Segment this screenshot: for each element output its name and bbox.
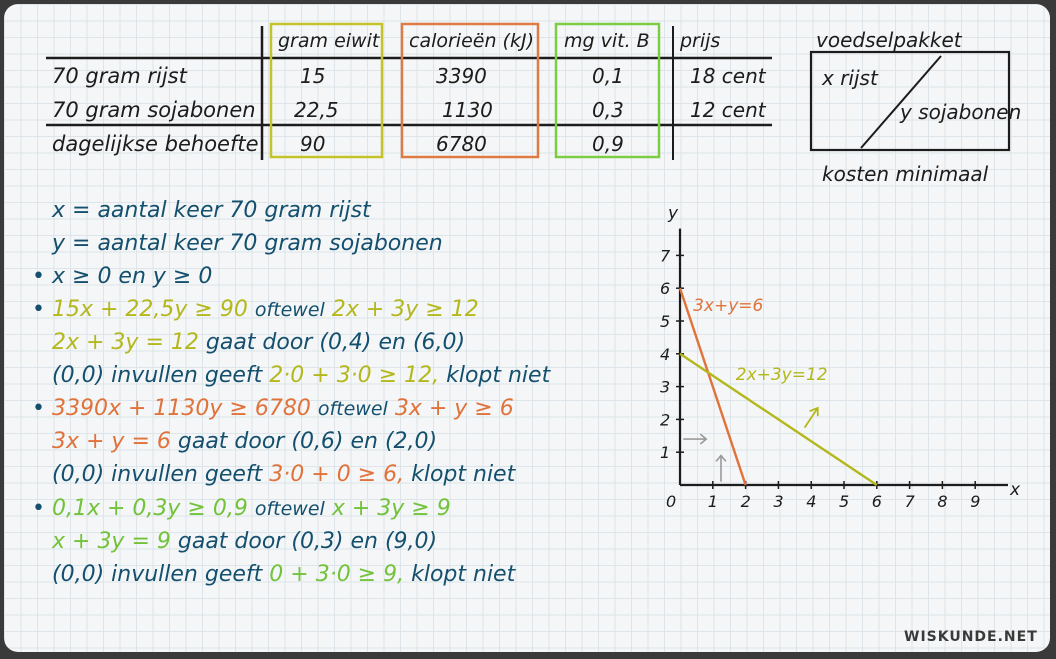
eiwit-oftewel: oftewel xyxy=(254,299,325,321)
vitb-line-3: (0,0) invullen geeft 0 + 3·0 ≥ 9, klopt … xyxy=(52,562,515,592)
vitb-line-2: x + 3y = 9 gaat door (0,3) en (9,0) xyxy=(52,529,437,559)
y-axis-label: y xyxy=(667,204,679,224)
vitb-line-eq: x + 3y = 9 xyxy=(52,529,171,554)
cell-rijst-prijs: 18 cent xyxy=(690,64,766,88)
kj-line-2: 3x + y = 6 gaat door (0,6) en (2,0) xyxy=(52,429,437,459)
kj-test-b: 3·0 + 0 ≥ 6, xyxy=(269,462,405,487)
watermark: WISKUNDE.NET xyxy=(904,629,1038,645)
y-tick-label: 7 xyxy=(660,246,671,265)
cell-soja-vitb: 0,3 xyxy=(592,98,624,122)
x-tick-label: 3 xyxy=(773,492,783,511)
bullet-2: • xyxy=(32,297,45,322)
x-tick-label: 1 xyxy=(708,492,718,511)
eiwit-line-2: 2x + 3y = 12 gaat door (0,4) en (6,0) xyxy=(52,330,465,360)
header-prijs: prijs xyxy=(680,30,721,52)
kj-simpl: 3x + y ≥ 6 xyxy=(394,396,514,421)
arrow-right xyxy=(683,433,708,445)
eiwit-test-a: (0,0) invullen geeft xyxy=(52,363,263,388)
pakket-footer: kosten minimaal xyxy=(822,162,989,186)
bullet-nonneg: x ≥ 0 en y ≥ 0 xyxy=(52,264,213,289)
pakket-y-label: y sojabonen xyxy=(900,100,1022,124)
cell-behoefte-vitb: 0,9 xyxy=(592,132,624,156)
series-line-0 xyxy=(678,287,747,486)
pakket-x-label: x rijst xyxy=(822,66,878,90)
header-vitb: mg vit. B xyxy=(564,30,650,52)
x-tick-label: 4 xyxy=(806,492,816,511)
vitb-test-a: (0,0) invullen geeft xyxy=(52,562,263,587)
box-eiwit xyxy=(269,22,384,159)
x-tick-label: 8 xyxy=(937,492,947,511)
eiwit-simpl: 2x + 3y ≥ 12 xyxy=(331,297,479,322)
x-tick-label: 9 xyxy=(970,492,980,511)
eiwit-line-3: (0,0) invullen geeft 2·0 + 3·0 ≥ 12, klo… xyxy=(52,363,550,393)
arrow-up xyxy=(715,454,727,482)
row-label-behoefte: dagelijkse behoefte xyxy=(52,132,259,156)
bullet-1: • xyxy=(32,264,45,289)
box-kj xyxy=(400,22,540,159)
y-tick-label: 5 xyxy=(660,312,670,331)
cell-rijst-kj: 3390 xyxy=(436,64,487,88)
vitb-door-a: gaat door xyxy=(177,529,285,554)
cell-soja-kj: 1130 xyxy=(442,98,493,122)
series-line-1 xyxy=(679,352,878,486)
kj-line-eq: 3x + y = 6 xyxy=(52,429,171,454)
kj-door-b: (0,6) en (2,0) xyxy=(291,429,438,454)
worksheet: gram eiwit calorieën (kJ) mg vit. B prij… xyxy=(4,4,1050,652)
pakket-title: voedselpakket xyxy=(816,28,962,52)
kj-test-c: klopt niet xyxy=(411,462,516,487)
row-label-soja: 70 gram sojabonen xyxy=(52,98,256,122)
series-label-0: 3x+y=6 xyxy=(693,296,763,316)
kj-door-a: gaat door xyxy=(177,429,285,454)
arrow-eiwit xyxy=(803,406,819,429)
kj-ineq: 3390x + 1130y ≥ 6780 xyxy=(52,396,311,421)
box-vitb xyxy=(554,22,661,159)
vitb-test-c: klopt niet xyxy=(411,562,516,587)
cell-soja-eiwit: 22,5 xyxy=(294,98,339,122)
header-eiwit: gram eiwit xyxy=(278,30,380,52)
x-axis-label: x xyxy=(1009,480,1021,500)
x-tick-label: 5 xyxy=(839,492,849,511)
eiwit-door-a: gaat door xyxy=(205,330,313,355)
y-tick-label: 3 xyxy=(660,378,670,397)
eiwit-line-eq: 2x + 3y = 12 xyxy=(52,330,199,355)
x-tick-label: 2 xyxy=(741,492,751,511)
y-tick-label: 2 xyxy=(660,410,670,429)
eiwit-test-b: 2·0 + 3·0 ≥ 12, xyxy=(269,363,440,388)
vitb-door-b: (0,3) en (9,0) xyxy=(291,529,438,554)
pakket-box xyxy=(809,50,1011,152)
row-label-rijst: 70 gram rijst xyxy=(52,64,187,88)
kj-oftewel: oftewel xyxy=(317,398,388,420)
def-x: x = aantal keer 70 gram rijst xyxy=(52,198,371,223)
series-label-1: 2x+3y=12 xyxy=(736,365,828,385)
header-kj: calorieën (kJ) xyxy=(409,30,534,52)
eiwit-line-1: 15x + 22,5y ≥ 90 oftewel 2x + 3y ≥ 12 xyxy=(52,297,479,327)
cell-behoefte-eiwit: 90 xyxy=(300,132,326,156)
cell-rijst-vitb: 0,1 xyxy=(592,64,624,88)
vitb-simpl: x + 3y ≥ 9 xyxy=(331,496,451,521)
vitb-line-1: 0,1x + 0,3y ≥ 0,9 oftewel x + 3y ≥ 9 xyxy=(52,496,451,526)
vitb-ineq: 0,1x + 0,3y ≥ 0,9 xyxy=(52,496,248,521)
bullet-3: • xyxy=(32,396,45,421)
cell-soja-prijs: 12 cent xyxy=(690,98,766,122)
x-tick-label: 0 xyxy=(666,492,676,511)
cell-behoefte-kj: 6780 xyxy=(436,132,487,156)
eiwit-test-c: klopt niet xyxy=(446,363,551,388)
y-tick-label: 1 xyxy=(660,443,670,462)
vitb-test-b: 0 + 3·0 ≥ 9, xyxy=(269,562,405,587)
bullet-4: • xyxy=(32,496,45,521)
x-tick-label: 6 xyxy=(872,492,882,511)
cell-rijst-eiwit: 15 xyxy=(300,64,326,88)
y-tick-label: 4 xyxy=(660,345,670,364)
kj-line-3: (0,0) invullen geeft 3·0 + 0 ≥ 6, klopt … xyxy=(52,462,515,492)
x-tick-label: 7 xyxy=(905,492,916,511)
kj-test-a: (0,0) invullen geeft xyxy=(52,462,263,487)
eiwit-ineq: 15x + 22,5y ≥ 90 xyxy=(52,297,248,322)
vitb-oftewel: oftewel xyxy=(254,498,325,520)
def-y: y = aantal keer 70 gram sojabonen xyxy=(52,231,443,256)
table-grid xyxy=(46,22,772,160)
eiwit-door-b: (0,4) en (6,0) xyxy=(319,330,466,355)
graph: 0 1 2 3 4 5 6 7 8 9 1 2 3 4 5 6 7 x y 3x+y=6 2x+3y=12 xyxy=(660,204,1021,511)
kj-line-1: 3390x + 1130y ≥ 6780 oftewel 3x + y ≥ 6 xyxy=(52,396,514,426)
y-tick-label: 6 xyxy=(660,279,670,298)
